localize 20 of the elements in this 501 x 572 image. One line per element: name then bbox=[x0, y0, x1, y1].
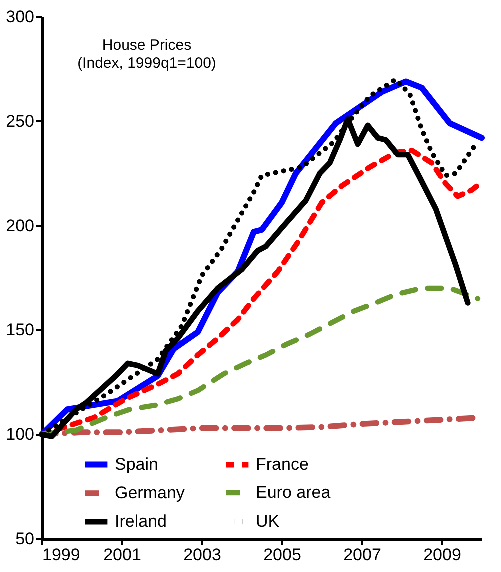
y-tick-label: 250 bbox=[6, 112, 34, 131]
y-tick-label: 50 bbox=[16, 530, 34, 548]
x-tick-label: 1999 bbox=[42, 546, 80, 564]
x-tick-label: 2003 bbox=[184, 546, 222, 564]
legend-label: Spain bbox=[115, 454, 158, 474]
legend-label: UK bbox=[256, 512, 280, 531]
x-tick-label: 2005 bbox=[264, 546, 302, 564]
y-tick-label: 300 bbox=[6, 8, 34, 26]
y-tick-label: 150 bbox=[6, 320, 34, 340]
x-tick-label: 2001 bbox=[104, 546, 142, 564]
y-tick-label: 200 bbox=[6, 216, 34, 236]
text: (Index, 1999q1=100) bbox=[78, 55, 216, 72]
legend-label: Euro area bbox=[256, 483, 332, 502]
legend-label: Germany bbox=[115, 484, 186, 502]
text: House Prices bbox=[102, 37, 192, 54]
x-tick-label: 2007 bbox=[344, 546, 382, 564]
x-tick-label: 2009 bbox=[424, 546, 462, 564]
y-tick-label: 100 bbox=[6, 425, 34, 444]
legend-label: France bbox=[256, 455, 309, 474]
legend-label: Ireland bbox=[115, 512, 167, 531]
